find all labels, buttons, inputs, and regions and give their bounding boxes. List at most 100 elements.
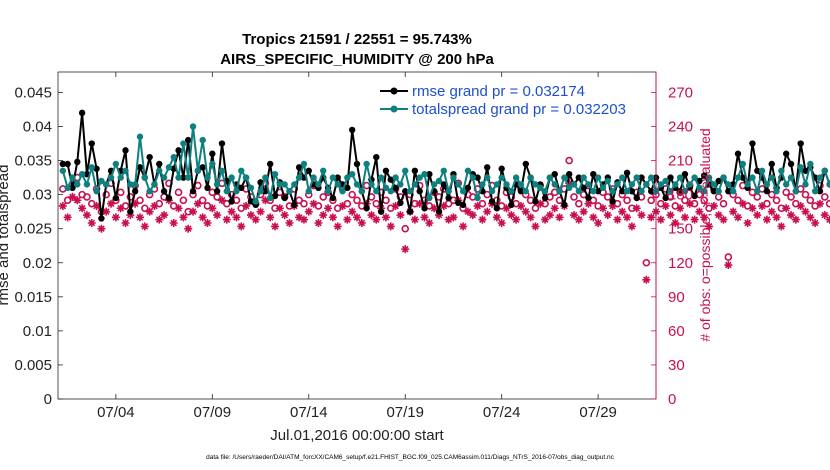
spread-point xyxy=(522,188,529,195)
obs-evaluated-marker xyxy=(227,207,236,216)
rmse-point xyxy=(681,170,689,178)
rmse-point xyxy=(180,174,187,181)
rmse-point xyxy=(662,194,669,202)
spread-point xyxy=(464,167,472,174)
obs-possible-marker xyxy=(700,196,709,205)
obs-evaluated-marker xyxy=(762,215,771,224)
spread-point xyxy=(93,188,100,195)
spread-point xyxy=(339,188,346,195)
rmse-point xyxy=(189,188,197,195)
spread-point xyxy=(546,174,554,181)
spread-point xyxy=(262,174,269,181)
obs-evaluated-marker xyxy=(811,219,820,228)
rmse-point xyxy=(64,160,71,168)
spread-point xyxy=(773,188,780,195)
spread-point xyxy=(763,181,771,188)
obs-possible-marker xyxy=(372,199,381,208)
legend-rmse-marker xyxy=(390,87,398,95)
obs-evaluated-marker xyxy=(666,211,675,220)
obs-evaluated-marker xyxy=(714,211,723,220)
rmse-point xyxy=(532,198,539,205)
spread-point xyxy=(368,181,375,188)
rmse-point xyxy=(739,174,747,181)
spread-point xyxy=(676,174,684,181)
rmse-point xyxy=(484,164,491,171)
spread-point xyxy=(821,167,828,174)
right-axis-ticks: 0 30 60 90 120 150 180 210 240 270 xyxy=(651,84,693,408)
rmse-point xyxy=(247,198,255,205)
obs-possible-marker xyxy=(787,193,795,201)
rmse-point xyxy=(455,199,462,206)
spread-point xyxy=(590,188,597,195)
spread-point xyxy=(218,167,226,174)
obs-evaluated-marker xyxy=(700,213,709,222)
obs-evaluated-marker xyxy=(338,201,347,210)
obs-evaluated-marker xyxy=(512,215,521,224)
spread-point xyxy=(493,181,501,188)
spread-point xyxy=(811,188,819,195)
rmse-point xyxy=(156,160,163,168)
spread-point xyxy=(537,184,544,192)
rmse-point xyxy=(74,158,81,166)
rmse-point xyxy=(734,150,742,157)
rmse-point xyxy=(402,188,409,195)
obs-possible-marker xyxy=(772,196,781,205)
obs-evaluated-marker xyxy=(507,211,516,220)
obs-evaluated-marker xyxy=(367,211,376,220)
left-tick-label: 0.025 xyxy=(14,221,52,238)
rmse-point xyxy=(78,109,86,117)
rmse-point xyxy=(609,198,616,205)
rmse-point xyxy=(754,167,761,174)
obs-evaluated-marker xyxy=(232,213,241,222)
plot-area xyxy=(58,72,656,399)
obs-evaluated-marker xyxy=(174,204,183,213)
rmse-point xyxy=(353,160,361,168)
rmse-point xyxy=(725,188,732,195)
obs-evaluated-marker xyxy=(570,211,579,220)
obs-possible-marker xyxy=(575,199,583,208)
rmse-point xyxy=(426,170,433,178)
spread-point xyxy=(411,181,419,188)
obs-evaluated-marker xyxy=(237,222,246,231)
rmse-point xyxy=(213,188,221,195)
obs-possible-marker xyxy=(63,196,72,205)
spread-point xyxy=(758,167,766,174)
spread-point xyxy=(310,174,317,181)
obs-evaluated-marker xyxy=(73,196,82,205)
obs-evaluated-marker xyxy=(584,199,593,208)
rmse-point xyxy=(787,160,795,168)
right-tick-label: 60 xyxy=(668,323,685,340)
spread-point xyxy=(517,181,525,188)
rmse-point xyxy=(493,205,501,212)
obs-evaluated-marker xyxy=(459,222,468,231)
spread-point xyxy=(696,184,703,192)
left-tick-label: 0 xyxy=(44,391,52,408)
spread-point xyxy=(561,174,568,181)
left-tick-label: 0.035 xyxy=(14,153,52,170)
obs-evaluated-marker xyxy=(444,215,453,224)
spread-point xyxy=(377,174,385,181)
obs-possible-marker xyxy=(353,196,361,205)
obs-evaluated-marker xyxy=(743,219,752,228)
obs-evaluated-marker xyxy=(598,204,607,213)
spread-point xyxy=(78,170,86,178)
left-tick-label: 0.005 xyxy=(14,357,52,374)
obs-evaluated-marker xyxy=(102,207,111,216)
obs-evaluated-marker xyxy=(661,201,670,210)
spread-point xyxy=(792,188,800,195)
spread-point xyxy=(710,181,718,188)
rmse-point xyxy=(295,164,303,171)
obs-evaluated-marker xyxy=(353,213,361,222)
spread-point xyxy=(551,181,558,188)
legend-spread-marker xyxy=(390,105,398,113)
obs-evaluated-marker xyxy=(627,222,636,231)
obs-evaluated-marker xyxy=(772,213,781,222)
rmse-point xyxy=(816,188,824,195)
obs-evaluated-marker xyxy=(131,199,140,208)
obs-evaluated-marker xyxy=(642,275,651,284)
rmse-point xyxy=(266,160,274,168)
obs-evaluated-marker xyxy=(189,207,198,216)
obs-evaluated-marker xyxy=(647,213,656,222)
obs-possible-marker xyxy=(623,196,631,205)
spread-point xyxy=(373,188,380,195)
